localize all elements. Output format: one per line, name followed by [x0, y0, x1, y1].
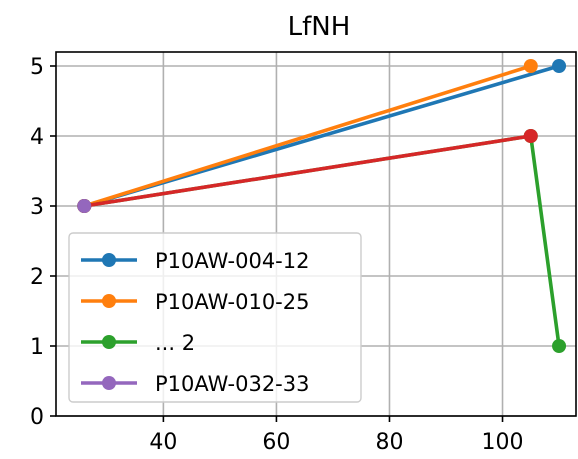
x-tick-label: 60: [262, 430, 290, 455]
y-tick-label: 2: [30, 265, 44, 290]
legend-label: P10AW-004-12: [155, 249, 309, 273]
legend-label: P10AW-032-33: [155, 372, 309, 396]
y-tick-label: 3: [30, 195, 44, 220]
legend-entry: P10AW-010-25: [81, 290, 309, 314]
data-point: [552, 339, 567, 353]
y-tick-label: 4: [30, 125, 44, 150]
legend-entry: P10AW-004-12: [81, 249, 309, 273]
series-group: [77, 59, 567, 353]
data-point: [552, 59, 567, 73]
data-point: [523, 59, 538, 73]
plot-area-frame: [55, 51, 577, 417]
x-tick-label: 80: [375, 430, 403, 455]
series-line: [82, 64, 533, 208]
legend-label: P10AW-010-25: [155, 290, 309, 314]
legend-entry: ... 2: [81, 331, 195, 355]
y-tick-label: 0: [30, 405, 44, 430]
legend-label: ... 2: [155, 331, 195, 355]
x-tick-label: 100: [482, 430, 524, 455]
series-5: [77, 199, 92, 213]
legend-marker: [102, 253, 116, 267]
chart-title: LfNH: [288, 12, 351, 42]
legend-marker: [102, 335, 116, 349]
data-point: [523, 129, 538, 143]
axis-ticks: 40 60 80 100 0 1 2 3 4 5: [30, 55, 524, 455]
legend-marker: [102, 376, 116, 390]
data-point: [77, 199, 92, 213]
y-tick-label: 5: [30, 55, 44, 80]
series-line: [82, 134, 533, 208]
legend-marker: [102, 294, 116, 308]
legend-entry: P10AW-032-33: [81, 372, 309, 396]
y-tick-label: 1: [30, 335, 44, 360]
legend: P10AW-004-12 P10AW-010-25 ... 2 P10AW-032-3…: [68, 232, 362, 403]
legend-box: [68, 232, 362, 403]
x-tick-label: 40: [149, 430, 177, 455]
